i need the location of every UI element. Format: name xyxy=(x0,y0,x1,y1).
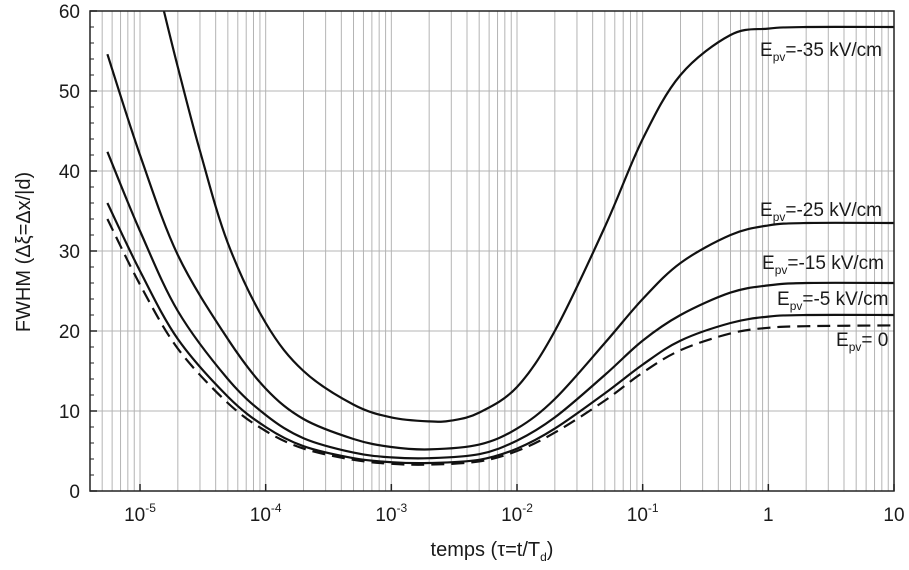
x-tick-label: 10-1 xyxy=(627,501,659,526)
y-axis-label: FWHM (Δξ=Δx/|d) xyxy=(13,172,35,332)
series-lines xyxy=(106,10,895,466)
y-tick-label: 0 xyxy=(69,482,80,503)
x-tick-label: 1 xyxy=(763,505,774,526)
axis-ticks: 0 10 20 30 40 50 60 10-5 10-4 10-3 10-2 10-1 1 10 xyxy=(59,2,905,526)
series-label-4: Epv=-5 kV/cm xyxy=(777,289,888,313)
grid xyxy=(90,11,894,491)
y-tick-label: 20 xyxy=(59,322,80,343)
series-line-4 xyxy=(106,202,895,465)
x-tick-label: 10-4 xyxy=(250,501,282,526)
series-label-2: Epv=-25 kV/cm xyxy=(760,200,882,224)
series-label-1: Epv=-35 kV/cm xyxy=(760,40,882,64)
x-tick-label: 10-5 xyxy=(124,501,156,526)
series-line-1 xyxy=(162,10,895,423)
x-tick-label: 10-3 xyxy=(375,501,407,526)
x-tick-label: 10-2 xyxy=(501,501,533,526)
y-tick-label: 40 xyxy=(59,162,80,183)
y-tick-label: 60 xyxy=(59,2,80,23)
x-tick-label: 10 xyxy=(883,505,904,526)
x-axis-label: temps (τ=t/Td) xyxy=(431,539,554,564)
curve-labels: Epv=-35 kV/cm Epv=-25 kV/cm Epv=-15 kV/cm E… xyxy=(760,40,888,354)
y-tick-label: 10 xyxy=(59,402,80,423)
y-tick-label: 50 xyxy=(59,82,80,103)
series-label-3: Epv=-15 kV/cm xyxy=(762,253,884,277)
series-line-3 xyxy=(106,151,895,460)
series-line-2 xyxy=(106,53,895,451)
series-line-5 xyxy=(106,218,895,466)
y-tick-label: 30 xyxy=(59,242,80,263)
series-label-5: Epv= 0 xyxy=(836,330,888,354)
